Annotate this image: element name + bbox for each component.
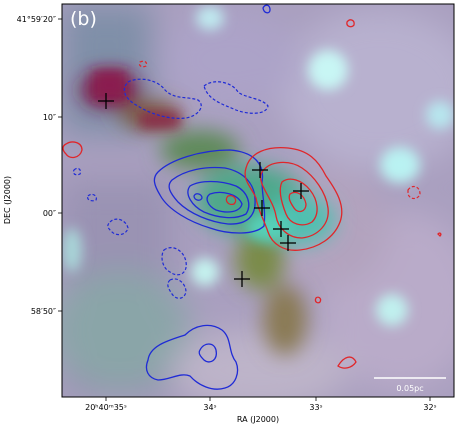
ytick-label-2: 00″ [43, 209, 56, 218]
x-axis-title: RA (J2000) [237, 415, 279, 424]
ytick-label-0: 41°59′20″ [17, 15, 56, 24]
ytick-label-1: 10″ [43, 113, 56, 122]
source-markers [98, 93, 309, 287]
marker-6 [280, 235, 296, 251]
marker-7 [234, 271, 250, 287]
red-dashed-contours [138, 60, 421, 200]
axis-ticks [58, 18, 431, 401]
ytick-label-3: 58′50″ [31, 307, 56, 316]
plot-frame [61, 3, 455, 398]
image-panel [62, 4, 454, 397]
scale-bar-label: 0.05pc [396, 384, 423, 393]
red-contours [62, 19, 442, 369]
y-axis-title: DEC (J2000) [3, 176, 12, 224]
xtick-label-1: 34ˢ [203, 403, 216, 412]
marker-1 [98, 93, 114, 109]
xtick-label-2: 33ˢ [309, 403, 322, 412]
marker-2 [252, 162, 268, 178]
marker-4 [254, 200, 270, 216]
xtick-label-0: 20ʰ40ᵐ35ˢ [85, 403, 127, 412]
blue-contours [145, 4, 271, 390]
blue-dashed-contours [72, 78, 269, 299]
panel-label: (b) [70, 8, 97, 30]
marker-3 [293, 183, 309, 199]
xtick-label-3: 32ˢ [423, 403, 436, 412]
scale-bar: 0.05pc [374, 377, 446, 393]
marker-5 [273, 221, 289, 237]
